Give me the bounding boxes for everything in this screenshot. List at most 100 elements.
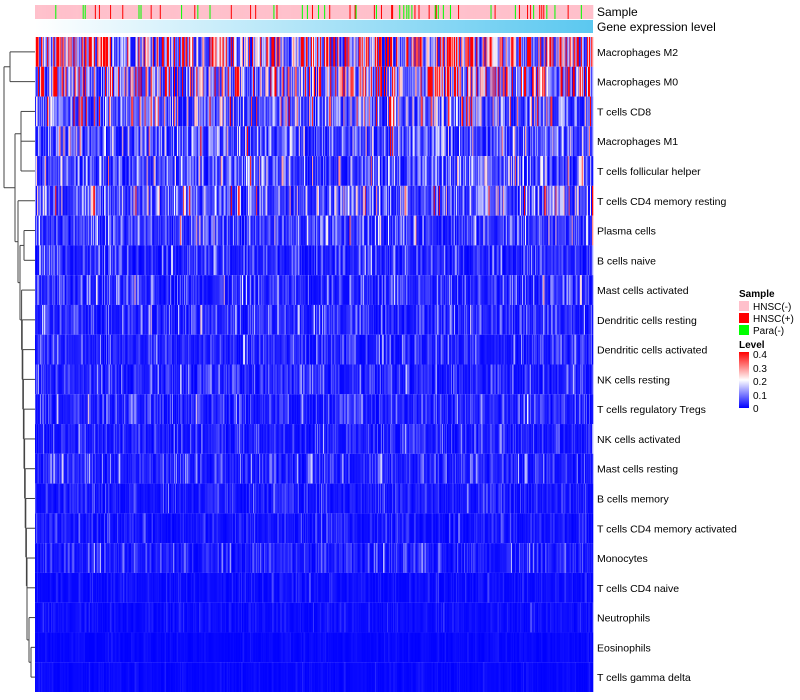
heatmap-cell [88,245,91,276]
heatmap-cell [218,37,220,67]
heatmap-cell [510,156,513,186]
heatmap-cell [330,96,332,127]
heatmap-cell [554,156,556,186]
heatmap-cell [500,185,502,216]
heatmap-cell [328,66,330,97]
heatmap-cell [278,245,280,276]
heatmap-cell [58,215,60,246]
heatmap-cell [177,37,179,67]
heatmap-cell [48,245,50,276]
heatmap-cell [498,96,500,127]
heatmap-cell [463,245,465,276]
heatmap-cell [48,37,50,67]
heatmap-cell [285,245,287,276]
sample-annotation-cell [181,5,183,19]
heatmap-cell [289,96,291,127]
sample-annotation-cell [504,5,507,19]
heatmap-cell [42,37,44,67]
heatmap-cell [429,126,431,157]
sample-annotation-cell [563,5,565,19]
heatmap-cell [146,215,148,246]
heatmap-cell [385,156,387,186]
heatmap-cell [564,96,566,127]
sample-annotation-cell [242,5,245,19]
heatmap-cell [123,156,125,186]
heatmap-cell [419,185,421,216]
heatmap-cell [116,66,118,97]
heatmap-cell [273,66,275,97]
heatmap-cell [361,245,363,276]
heatmap-cell [374,185,377,216]
heatmap-cell [215,66,217,97]
heatmap-cell [405,185,407,216]
heatmap-cell [252,37,254,67]
heatmap-cell [58,156,60,186]
heatmap-cell [235,215,238,246]
heatmap-cell [254,126,256,157]
heatmap-cell [392,37,394,67]
heatmap-cell [166,245,169,276]
heatmap-cell [99,185,102,216]
sample-annotation-cell [366,5,369,19]
heatmap-cell [370,215,373,246]
heatmap-cell [58,275,60,305]
heatmap-cell [556,96,558,127]
heatmap-cell [399,37,401,67]
heatmap-cell [52,96,54,127]
heatmap-cell [466,156,468,186]
heatmap-cell [303,66,306,97]
heatmap-cell [503,96,506,127]
heatmap-cell [334,37,336,67]
heatmap-cell [75,215,77,246]
sample-annotation-cell [191,5,193,19]
heatmap-cell [189,37,191,67]
heatmap-cell [352,66,354,97]
sample-annotation-cell [80,5,82,19]
heatmap-cell [583,37,586,67]
sample-annotation-cell [483,5,485,19]
heatmap-cell [167,66,170,97]
heatmap-cell [118,185,120,216]
heatmap-cell [475,245,477,276]
heatmap-cell [247,66,249,97]
heatmap-cell [67,126,69,157]
heatmap-cell [39,245,41,276]
heatmap-cell [440,156,443,186]
heatmap-cell [194,185,196,216]
heatmap-cell [492,185,494,216]
sample-annotation-cell [466,5,468,19]
heatmap-cell [183,215,185,246]
heatmap-cell [252,96,254,127]
heatmap-cell [303,215,306,246]
heatmap-cell [61,245,63,276]
heatmap-cell [422,215,424,246]
heatmap-cell [114,245,116,276]
sample-annotation-cell [515,5,518,19]
heatmap-cell [271,37,273,67]
heatmap-cell [130,185,132,216]
heatmap-cell [248,215,250,246]
heatmap-cell [65,96,67,127]
heatmap-cell [401,37,403,67]
heatmap-cell [56,126,58,157]
heatmap-cell [266,37,268,67]
heatmap-cell [325,245,327,276]
heatmap-cell [585,37,588,67]
heatmap-cell [199,126,201,157]
heatmap-cell [580,126,583,157]
heatmap-cell [335,215,337,246]
heatmap-cell [48,66,50,97]
heatmap-cell [85,156,88,186]
heatmap-cell [553,66,555,97]
heatmap-cell [570,156,572,186]
heatmap-cell [512,66,515,97]
heatmap-cell [241,66,244,97]
heatmap-cell [208,215,210,246]
heatmap-cell [355,66,357,97]
sample-annotation-cell [86,5,89,19]
heatmap-cell [396,126,398,157]
heatmap-cell [503,215,506,246]
heatmap-cell [567,37,569,67]
heatmap-cell [229,185,232,216]
heatmap-cell [325,37,327,67]
